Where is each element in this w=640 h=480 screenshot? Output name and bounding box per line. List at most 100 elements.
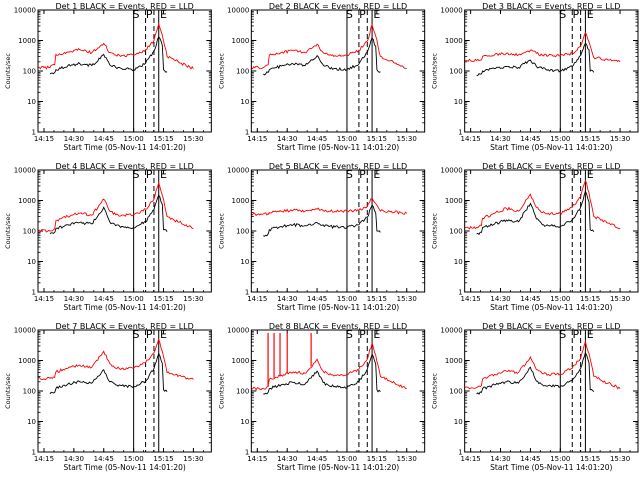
y-tick-label: 10000 xyxy=(227,167,249,175)
y-tick-label: 1000 xyxy=(232,357,250,365)
y-tick-label: 1000 xyxy=(18,197,36,205)
x-tick-label: 14:30 xyxy=(490,455,510,463)
interval-marker-p: P xyxy=(146,328,153,341)
series-lld-red xyxy=(37,181,194,233)
x-tick-label: 15:30 xyxy=(397,295,417,303)
y-tick-label: 10 xyxy=(240,98,249,106)
plot-frame xyxy=(37,169,212,293)
interval-marker-s: S xyxy=(133,168,140,181)
x-tick-label: 15:15 xyxy=(153,455,173,463)
y-tick-label: 100 xyxy=(23,388,36,396)
y-axis-label: Counts/sec xyxy=(4,213,12,249)
interval-marker-e: E xyxy=(373,328,380,341)
y-tick-label: 10000 xyxy=(14,7,36,15)
x-tick-label: 14:45 xyxy=(307,135,327,143)
interval-marker-p: P xyxy=(359,168,366,181)
x-axis-label: Start Time (05-Nov-11 14:01:20) xyxy=(64,303,186,312)
interval-marker-e: E xyxy=(587,8,594,21)
y-axis-label: Counts/sec xyxy=(4,373,12,409)
x-tick-label: 15:00 xyxy=(337,455,357,463)
interval-marker-p: P xyxy=(573,168,580,181)
x-tick-label: 15:15 xyxy=(153,135,173,143)
plot-frame xyxy=(464,329,639,453)
interval-marker-s: S xyxy=(133,8,140,21)
interval-marker-e: E xyxy=(587,328,594,341)
y-tick-label: 1000 xyxy=(232,197,250,205)
y-tick-label: 10000 xyxy=(440,7,462,15)
y-tick-label: 1000 xyxy=(232,37,250,45)
y-tick-label: 10000 xyxy=(440,327,462,335)
x-axis-label: Start Time (05-Nov-11 14:01:20) xyxy=(277,143,399,152)
x-tick-label: 14:15 xyxy=(34,455,54,463)
x-tick-label: 15:15 xyxy=(367,295,387,303)
y-tick-label: 100 xyxy=(449,388,462,396)
series-events-black xyxy=(49,194,168,235)
panel-title: Det 7 BLACK = Events, RED = LLD xyxy=(56,322,194,331)
x-tick-label: 15:00 xyxy=(124,295,144,303)
plot-frame xyxy=(250,329,426,453)
panel-title: Det 8 BLACK = Events, RED = LLD xyxy=(269,322,407,331)
plot-frame xyxy=(464,169,639,293)
series-lld-red xyxy=(464,339,621,390)
series-lld-red xyxy=(251,342,407,391)
x-tick-label: 15:00 xyxy=(124,135,144,143)
x-axis-label: Start Time (05-Nov-11 14:01:20) xyxy=(277,463,399,472)
x-tick-label: 14:30 xyxy=(64,135,84,143)
y-tick-label: 1 xyxy=(245,289,249,297)
y-tick-label: 10 xyxy=(454,98,463,106)
interval-marker-e: E xyxy=(160,168,167,181)
x-tick-label: 14:45 xyxy=(307,295,327,303)
plot-frame xyxy=(464,9,639,133)
series-events-black xyxy=(263,353,381,395)
x-tick-label: 14:45 xyxy=(520,295,540,303)
y-tick-label: 10 xyxy=(27,258,36,266)
interval-marker-e: E xyxy=(160,8,167,21)
x-tick-label: 14:30 xyxy=(490,135,510,143)
panel-det-9: Det 9 BLACK = Events, RED = LLD Counts/se… xyxy=(431,322,639,472)
x-tick-label: 15:15 xyxy=(367,455,387,463)
series-lld-red xyxy=(251,197,408,217)
y-axis-label: Counts/sec xyxy=(217,213,225,249)
series-events-black xyxy=(476,190,595,236)
series-events-black xyxy=(263,37,381,76)
x-tick-label: 15:30 xyxy=(183,135,203,143)
plot-frame xyxy=(250,169,426,293)
x-axis-label: Start Time (05-Nov-11 14:01:20) xyxy=(64,143,186,152)
interval-marker-e: E xyxy=(587,168,594,181)
y-tick-label: 1000 xyxy=(18,357,36,365)
y-tick-label: 100 xyxy=(23,68,36,76)
panel-title: Det 6 BLACK = Events, RED = LLD xyxy=(482,162,620,171)
x-tick-label: 15:30 xyxy=(397,455,417,463)
x-tick-label: 15:15 xyxy=(580,455,600,463)
panel-det-8: Det 8 BLACK = Events, RED = LLD Counts/se… xyxy=(217,322,426,472)
y-tick-label: 1 xyxy=(32,129,36,137)
x-tick-label: 14:30 xyxy=(277,135,297,143)
y-tick-label: 10000 xyxy=(440,167,462,175)
panel-title: Det 4 BLACK = Events, RED = LLD xyxy=(56,162,194,171)
series-events-black xyxy=(49,36,168,75)
x-tick-label: 15:00 xyxy=(337,135,357,143)
panel-det-3: Det 3 BLACK = Events, RED = LLD Counts/se… xyxy=(431,2,639,152)
panel-det-2: Det 2 BLACK = Events, RED = LLD Counts/se… xyxy=(217,2,426,152)
y-tick-label: 10 xyxy=(240,418,249,426)
y-tick-label: 10 xyxy=(454,418,463,426)
x-axis-label: Start Time (05-Nov-11 14:01:20) xyxy=(490,303,612,312)
plot-frame xyxy=(250,9,426,133)
series-lld-red xyxy=(250,23,407,70)
y-tick-label: 100 xyxy=(236,68,249,76)
interval-marker-s: S xyxy=(346,8,353,21)
y-tick-label: 10 xyxy=(27,418,36,426)
interval-marker-s: S xyxy=(559,328,566,341)
y-tick-label: 1 xyxy=(458,129,462,137)
x-tick-label: 15:30 xyxy=(183,295,203,303)
x-tick-label: 14:30 xyxy=(64,455,84,463)
x-tick-label: 15:30 xyxy=(610,455,630,463)
panel-det-7: Det 7 BLACK = Events, RED = LLD Counts/se… xyxy=(4,322,212,472)
x-tick-label: 15:00 xyxy=(550,135,570,143)
y-tick-label: 10000 xyxy=(14,167,36,175)
x-tick-label: 15:30 xyxy=(610,135,630,143)
interval-marker-e: E xyxy=(373,168,380,181)
x-tick-label: 14:15 xyxy=(34,135,54,143)
y-tick-label: 1 xyxy=(32,289,36,297)
x-tick-label: 14:45 xyxy=(94,135,114,143)
